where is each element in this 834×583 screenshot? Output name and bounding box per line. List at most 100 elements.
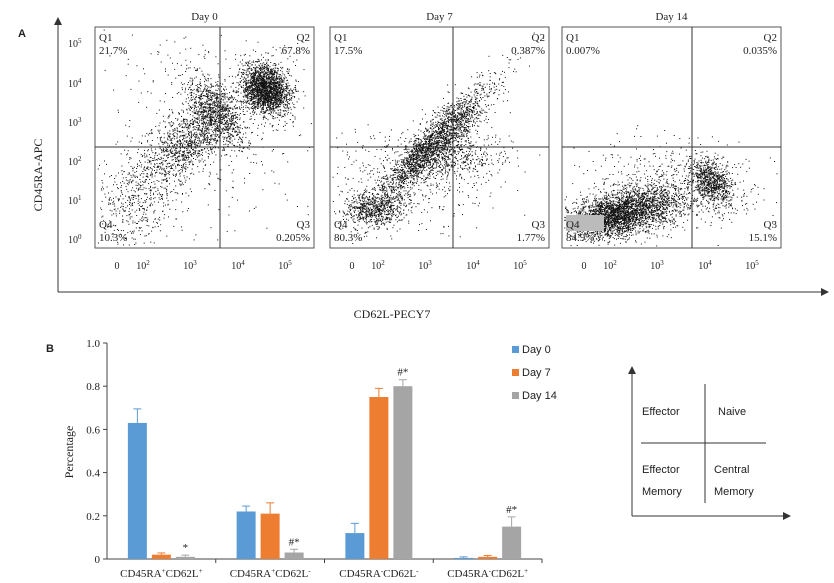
event-dot	[221, 128, 223, 130]
event-dot	[273, 77, 275, 79]
event-dot	[224, 123, 226, 125]
event-dot	[239, 124, 241, 126]
event-dot	[190, 92, 192, 94]
event-dot	[223, 116, 225, 118]
event-dot	[268, 106, 270, 108]
event-dot	[284, 96, 286, 98]
event-dot	[285, 98, 287, 100]
event-dot	[124, 210, 126, 211]
event-dot	[129, 199, 131, 201]
event-dot	[270, 82, 272, 84]
event-dot	[227, 132, 229, 133]
event-dot	[223, 114, 225, 116]
event-dot	[204, 77, 206, 79]
event-dot	[260, 104, 262, 106]
event-dot	[200, 112, 202, 114]
event-dot	[213, 111, 215, 113]
event-dot	[176, 93, 178, 95]
event-dot	[257, 95, 259, 97]
event-dot	[248, 61, 249, 63]
event-dot	[133, 190, 135, 192]
event-dot	[167, 157, 169, 159]
event-dot	[204, 117, 206, 119]
event-dot	[120, 230, 122, 231]
event-dot	[127, 150, 129, 152]
event-dot	[289, 119, 291, 120]
event-dot	[225, 143, 227, 145]
event-dot	[234, 150, 236, 152]
event-dot	[255, 206, 257, 208]
event-dot	[265, 97, 267, 99]
event-dot	[171, 125, 173, 127]
event-dot	[275, 98, 277, 100]
event-dot	[259, 89, 261, 91]
event-dot	[276, 83, 278, 85]
event-dot	[223, 110, 225, 112]
event-dot	[122, 206, 124, 208]
event-dot	[145, 213, 147, 215]
event-dot	[292, 102, 294, 104]
event-dot	[206, 107, 208, 109]
event-dot	[201, 117, 203, 119]
event-dot	[221, 93, 223, 95]
event-dot	[229, 97, 231, 99]
event-dot	[267, 68, 268, 69]
event-dot	[262, 83, 264, 85]
event-dot	[277, 82, 279, 84]
event-dot	[215, 134, 217, 135]
event-dot	[138, 183, 140, 185]
event-dot	[186, 126, 187, 128]
event-dot	[233, 144, 235, 146]
event-dot	[226, 113, 227, 115]
event-dot	[150, 241, 152, 243]
event-dot	[194, 141, 196, 143]
event-dot	[164, 142, 166, 144]
event-dot	[180, 150, 182, 152]
event-dot	[247, 65, 249, 67]
event-dot	[158, 131, 160, 133]
event-dot	[166, 160, 167, 161]
event-dot	[149, 174, 151, 176]
event-dot	[188, 133, 190, 135]
event-dot	[262, 108, 263, 110]
event-dot	[165, 187, 167, 189]
event-dot	[167, 173, 169, 174]
event-dot	[211, 84, 213, 86]
event-dot	[232, 119, 234, 121]
event-dot	[140, 206, 142, 207]
event-dot	[243, 77, 245, 79]
event-dot	[275, 102, 277, 104]
event-dot	[182, 211, 184, 213]
event-dot	[228, 127, 230, 129]
event-dot	[194, 142, 196, 144]
event-dot	[180, 142, 182, 144]
event-dot	[262, 106, 264, 108]
event-dot	[113, 209, 115, 211]
event-dot	[275, 65, 277, 67]
event-dot	[174, 192, 176, 194]
event-dot	[246, 74, 248, 76]
event-dot	[179, 147, 181, 149]
event-dot	[251, 69, 253, 71]
event-dot	[181, 193, 183, 195]
event-dot	[165, 191, 167, 193]
event-dot	[207, 114, 209, 116]
event-dot	[254, 96, 256, 98]
event-dot	[269, 77, 271, 79]
event-dot	[180, 64, 182, 66]
event-dot	[138, 208, 140, 209]
event-dot	[223, 138, 225, 140]
event-dot	[261, 87, 263, 89]
event-dot	[207, 123, 209, 125]
event-dot	[206, 141, 208, 143]
event-dot	[246, 127, 248, 129]
event-dot	[282, 110, 284, 112]
event-dot	[154, 197, 156, 199]
event-dot	[133, 175, 135, 177]
event-dot	[254, 79, 256, 81]
event-dot	[279, 91, 281, 93]
event-dot	[205, 117, 207, 118]
event-dot	[267, 59, 269, 61]
event-dot	[210, 147, 212, 149]
event-dot	[252, 85, 254, 86]
